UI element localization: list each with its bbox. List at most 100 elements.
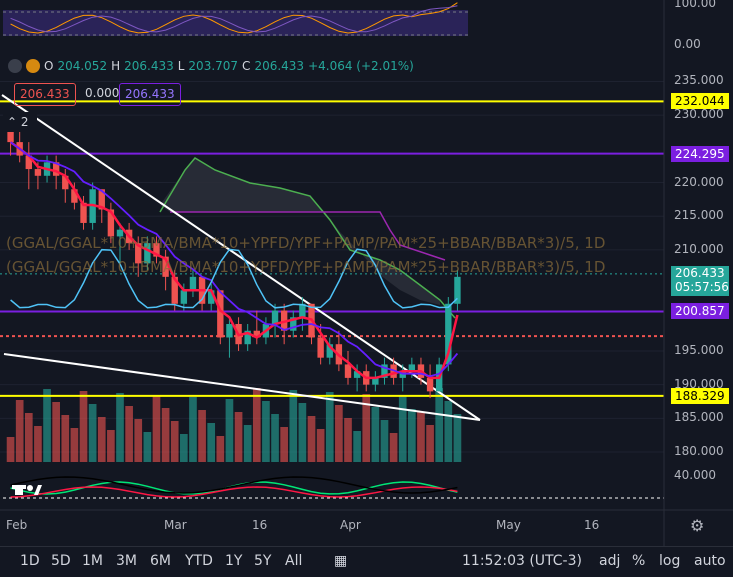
top-oscillator-bg xyxy=(3,10,468,36)
volume-bar xyxy=(380,420,389,462)
auto-toggle[interactable]: auto xyxy=(694,553,726,569)
candle-body xyxy=(253,330,260,338)
log-toggle[interactable]: log xyxy=(659,553,681,569)
settings-gear-icon[interactable]: ⚙ xyxy=(690,516,705,535)
indicators-toggle[interactable]: ⌃ 2 xyxy=(3,112,37,132)
candle-body xyxy=(208,290,215,304)
close-label: C xyxy=(242,59,251,73)
candle-body xyxy=(153,243,160,257)
volume-bar xyxy=(335,405,343,462)
price-tag-value: 206.433 xyxy=(675,265,725,280)
low-label: L xyxy=(177,59,185,73)
candle-body xyxy=(217,290,224,338)
candle-body xyxy=(244,330,251,345)
range-5y[interactable]: 5Y xyxy=(254,553,272,569)
percent-toggle[interactable]: % xyxy=(632,553,646,569)
close-value: 206.433 xyxy=(254,59,305,73)
tradingview-logo xyxy=(12,485,42,495)
price-tick: 185.000 xyxy=(674,410,724,425)
volume-bar xyxy=(70,428,79,462)
volume-bar xyxy=(444,401,453,462)
symbol-icon-1[interactable] xyxy=(8,59,22,73)
range-ytd[interactable]: YTD xyxy=(185,553,213,569)
price-tag[interactable]: 200.857 xyxy=(671,303,729,320)
clock-time[interactable]: 11:52:03 (UTC-3) xyxy=(462,553,582,569)
candle-body xyxy=(135,243,142,264)
trendline-support[interactable] xyxy=(3,353,481,421)
candle-body xyxy=(34,169,42,176)
candle-body xyxy=(381,364,388,378)
volume-bar xyxy=(353,431,361,462)
price-tag[interactable]: 232.044 xyxy=(671,93,729,110)
top-panel-tick-100: 100.00 xyxy=(674,0,716,10)
price-tick: 215.000 xyxy=(674,208,724,223)
volume-bar xyxy=(15,400,24,462)
range-5d[interactable]: 5D xyxy=(51,553,71,569)
price-tick: 180.000 xyxy=(674,444,724,458)
price-tick: 190.000 xyxy=(674,376,724,391)
candle-body xyxy=(171,276,178,304)
candle-body xyxy=(408,364,416,372)
volume-bar xyxy=(316,429,325,462)
adj-toggle[interactable]: adj xyxy=(599,553,621,569)
volume-bar xyxy=(234,412,243,462)
volume-bar xyxy=(298,403,307,462)
chevron-up-icon: ⌃ xyxy=(7,115,18,129)
candle-body xyxy=(454,276,461,304)
sell-badge[interactable]: 206.433 xyxy=(14,83,76,106)
candle-body xyxy=(62,175,69,190)
candle-body xyxy=(226,324,233,338)
price-tag[interactable]: 224.295 xyxy=(671,145,729,162)
x-tick-16b: 16 xyxy=(584,518,600,532)
x-tick-feb: Feb xyxy=(6,518,28,532)
buy-badge[interactable]: 206.433 xyxy=(119,83,181,106)
candle-body xyxy=(317,337,324,358)
price-tick: 210.000 xyxy=(674,241,724,256)
price-tick: 195.000 xyxy=(674,342,724,357)
candle-body xyxy=(372,377,379,385)
calendar-icon[interactable]: ▦ xyxy=(334,553,348,569)
candle-body xyxy=(326,344,333,358)
candle-body xyxy=(344,364,352,378)
candle-body xyxy=(80,202,87,223)
volume-bar xyxy=(426,425,434,462)
price-tick: 220.000 xyxy=(674,174,724,189)
ichimoku-span-b xyxy=(170,211,446,261)
volume-bar xyxy=(280,427,288,462)
volume-bar xyxy=(389,433,398,462)
low-value: 203.707 xyxy=(188,59,239,73)
price-tag[interactable]: 206.433 05:57:56 xyxy=(671,265,729,296)
range-3m[interactable]: 3M xyxy=(116,553,137,569)
price-tag[interactable]: 188.329 xyxy=(671,387,729,404)
volume-bar xyxy=(88,404,97,462)
range-6m[interactable]: 6M xyxy=(150,553,171,569)
volume-bar xyxy=(107,430,115,462)
trendline-descending[interactable] xyxy=(1,94,481,421)
volume-bar xyxy=(161,408,170,462)
ichimoku-cloud xyxy=(160,158,440,305)
price-tick: 230.000 xyxy=(674,107,724,122)
x-tick-apr: Apr xyxy=(340,518,361,532)
volume-bar xyxy=(6,437,15,462)
volume-bar xyxy=(134,419,143,462)
candle-body xyxy=(52,162,60,176)
red-moving-average xyxy=(9,141,459,380)
volume-bar xyxy=(34,426,42,462)
light-blue-indicator xyxy=(10,248,458,309)
stoch-k-line xyxy=(10,2,458,34)
range-1d[interactable]: 1D xyxy=(20,553,40,569)
candle-body xyxy=(107,209,115,237)
open-label: O xyxy=(44,59,54,73)
volume-bar xyxy=(52,402,60,462)
range-1y[interactable]: 1Y xyxy=(225,553,243,569)
candle-body xyxy=(116,229,124,237)
volume-bar xyxy=(243,425,252,462)
volume-bar xyxy=(453,414,462,462)
range-all[interactable]: All xyxy=(285,553,303,569)
symbol-icon-2[interactable] xyxy=(26,59,40,73)
range-1m[interactable]: 1M xyxy=(82,553,103,569)
high-label: H xyxy=(111,59,121,73)
volume-bar xyxy=(24,413,33,462)
candle-body xyxy=(445,303,452,365)
